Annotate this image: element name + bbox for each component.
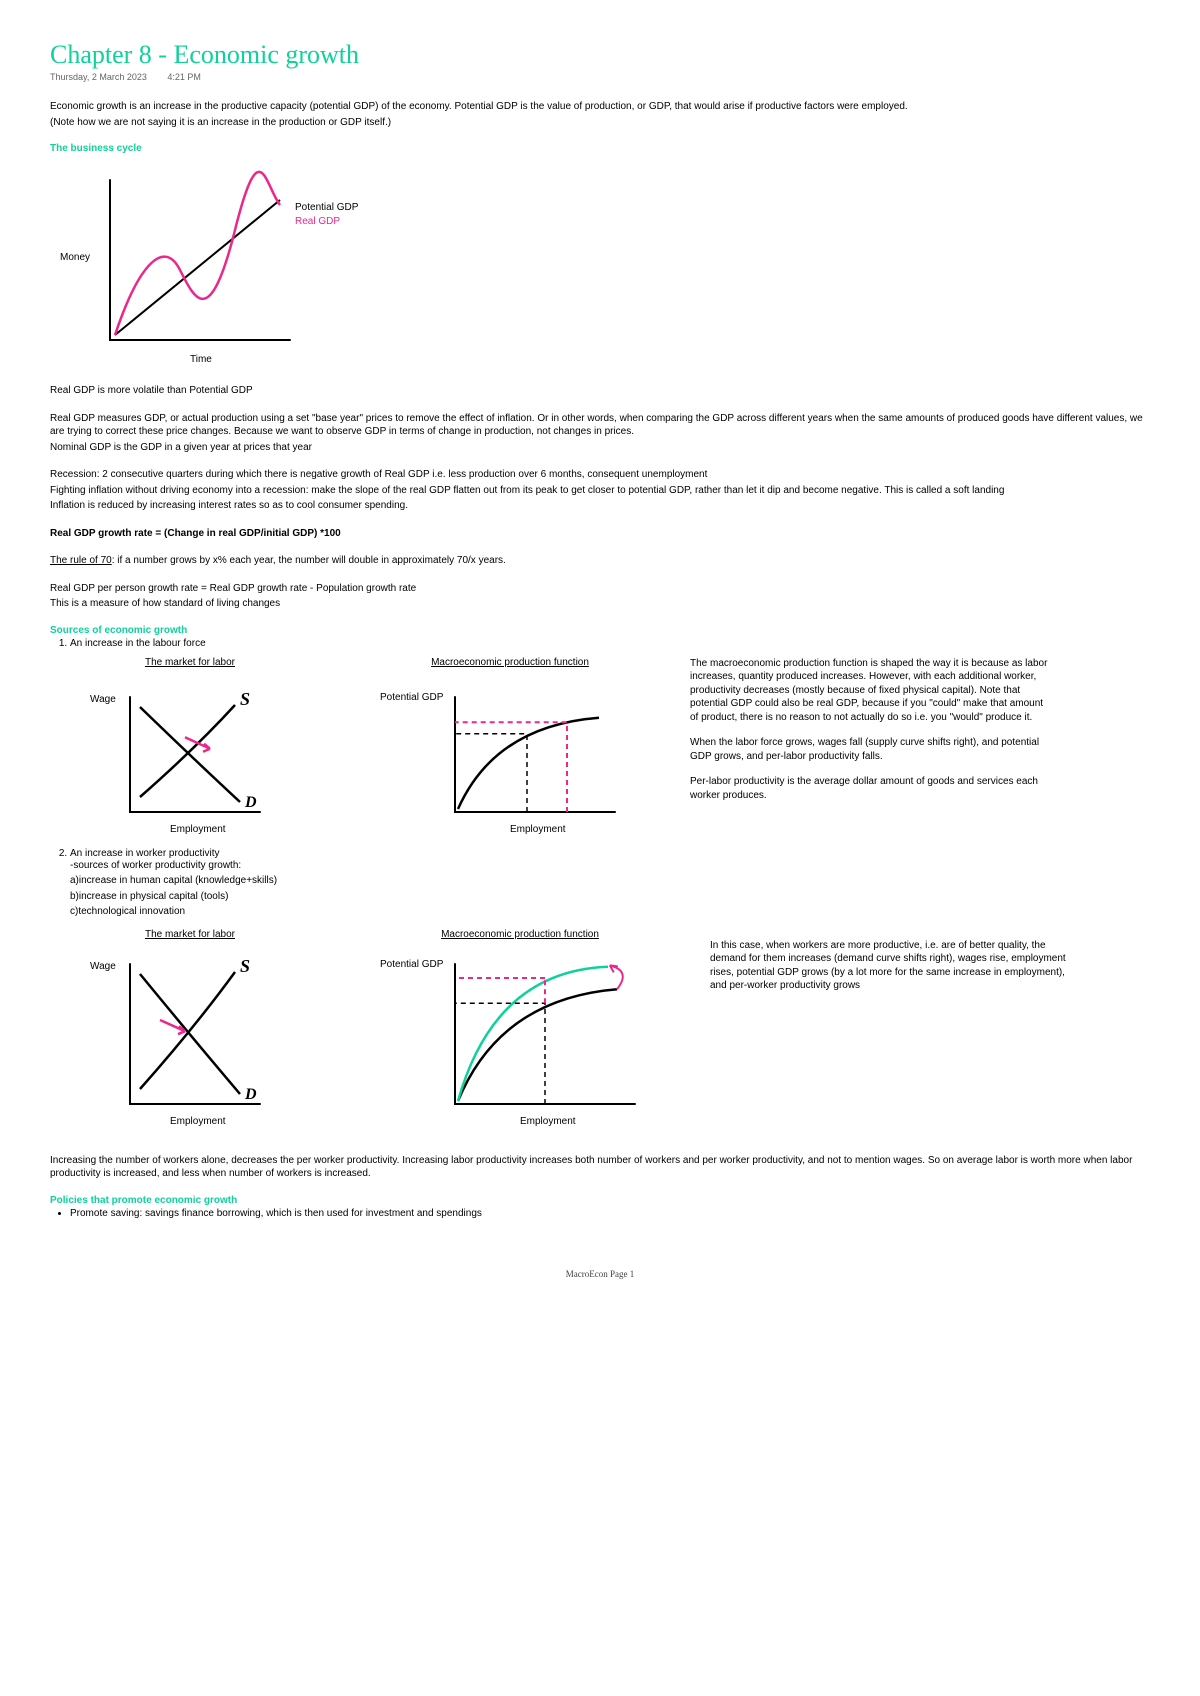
sidetext-1a: The macroeconomic production function is… — [690, 657, 1050, 725]
labor-chart-title-1: The market for labor — [90, 657, 290, 668]
svg-text:Time: Time — [190, 354, 212, 365]
bc-formula: Real GDP growth rate = (Change in real G… — [50, 527, 1150, 541]
svg-text:Employment: Employment — [510, 824, 566, 835]
rule70-text: : if a number grows by x% each year, the… — [112, 555, 506, 566]
conclusion: Increasing the number of workers alone, … — [50, 1154, 1150, 1181]
bc-p7: Real GDP per person growth rate = Real G… — [50, 582, 1150, 596]
svg-text:Employment: Employment — [520, 1116, 576, 1127]
sources-item-1: An increase in the labour force — [70, 638, 1150, 649]
svg-text:Potential GDP: Potential GDP — [380, 692, 444, 703]
bc-p1: Real GDP is more volatile than Potential… — [50, 384, 1150, 398]
svg-text:Real GDP: Real GDP — [295, 216, 340, 227]
svg-text:Wage: Wage — [90, 694, 116, 705]
page-meta: Thursday, 2 March 2023 4:21 PM — [50, 72, 1150, 82]
policies-list: Promote saving: savings finance borrowin… — [70, 1208, 1150, 1219]
labor-chart-1: S D Wage Employment — [90, 672, 290, 842]
bc-p5: Fighting inflation without driving econo… — [50, 484, 1150, 498]
intro-p1: Economic growth is an increase in the pr… — [50, 100, 1150, 114]
sidetext-1b: When the labor force grows, wages fall (… — [690, 736, 1050, 763]
sources-sub-2d: c)technological innovation — [70, 905, 1150, 919]
sidetext-1c: Per-labor productivity is the average do… — [690, 775, 1050, 802]
page-footer: MacroEcon Page 1 — [50, 1269, 1150, 1279]
svg-text:Potential GDP: Potential GDP — [295, 202, 359, 213]
policy-1: Promote saving: savings finance borrowin… — [70, 1208, 1150, 1219]
sources-sub-2c: b)increase in physical capital (tools) — [70, 890, 1150, 904]
prod-chart-2: Potential GDP Employment — [380, 944, 660, 1134]
sources-sub-2b: a)increase in human capital (knowledge+s… — [70, 874, 1150, 888]
rule70-label: The rule of 70 — [50, 555, 112, 566]
sidetext-2: In this case, when workers are more prod… — [710, 939, 1070, 993]
intro-block: Economic growth is an increase in the pr… — [50, 100, 1150, 129]
bc-p4: Recession: 2 consecutive quarters during… — [50, 468, 1150, 482]
sources-item-2-text: An increase in worker productivity — [70, 848, 220, 859]
svg-text:Wage: Wage — [90, 961, 116, 972]
svg-text:Employment: Employment — [170, 824, 226, 835]
svg-text:S: S — [240, 689, 250, 709]
svg-text:Money: Money — [60, 252, 90, 263]
labor-chart-title-2: The market for labor — [90, 929, 290, 940]
svg-text:S: S — [240, 956, 250, 976]
prod-chart-title-1: Macroeconomic production function — [380, 657, 640, 668]
prod-chart-1: Potential GDP Employment — [380, 672, 640, 842]
sources-list: An increase in the labour force — [70, 638, 1150, 649]
sources-sub-2a: -sources of worker productivity growth: — [70, 859, 1150, 873]
page-title: Chapter 8 - Economic growth — [50, 40, 1150, 70]
labor-chart-2: S D Wage Employment — [90, 944, 290, 1134]
business-cycle-chart: Money Time Potential GDP Real GDP — [50, 160, 1150, 370]
intro-p2: (Note how we are not saying it is an inc… — [50, 116, 1150, 130]
bc-p2: Real GDP measures GDP, or actual product… — [50, 412, 1150, 439]
sources-list-2: An increase in worker productivity -sour… — [70, 848, 1150, 919]
meta-time: 4:21 PM — [167, 72, 201, 82]
bc-p3: Nominal GDP is the GDP in a given year a… — [50, 441, 1150, 455]
meta-date: Thursday, 2 March 2023 — [50, 72, 147, 82]
heading-sources: Sources of economic growth — [50, 625, 1150, 636]
heading-business-cycle: The business cycle — [50, 143, 1150, 154]
sources-item-2: An increase in worker productivity -sour… — [70, 848, 1150, 919]
heading-policies: Policies that promote economic growth — [50, 1195, 1150, 1206]
svg-text:Potential GDP: Potential GDP — [380, 959, 444, 970]
svg-text:D: D — [244, 1086, 257, 1103]
prod-chart-title-2: Macroeconomic production function — [380, 929, 660, 940]
svg-text:D: D — [244, 794, 257, 811]
svg-text:Employment: Employment — [170, 1116, 226, 1127]
bc-rule70: The rule of 70: if a number grows by x% … — [50, 554, 1150, 568]
bc-p6: Inflation is reduced by increasing inter… — [50, 499, 1150, 513]
bc-p8: This is a measure of how standard of liv… — [50, 597, 1150, 611]
